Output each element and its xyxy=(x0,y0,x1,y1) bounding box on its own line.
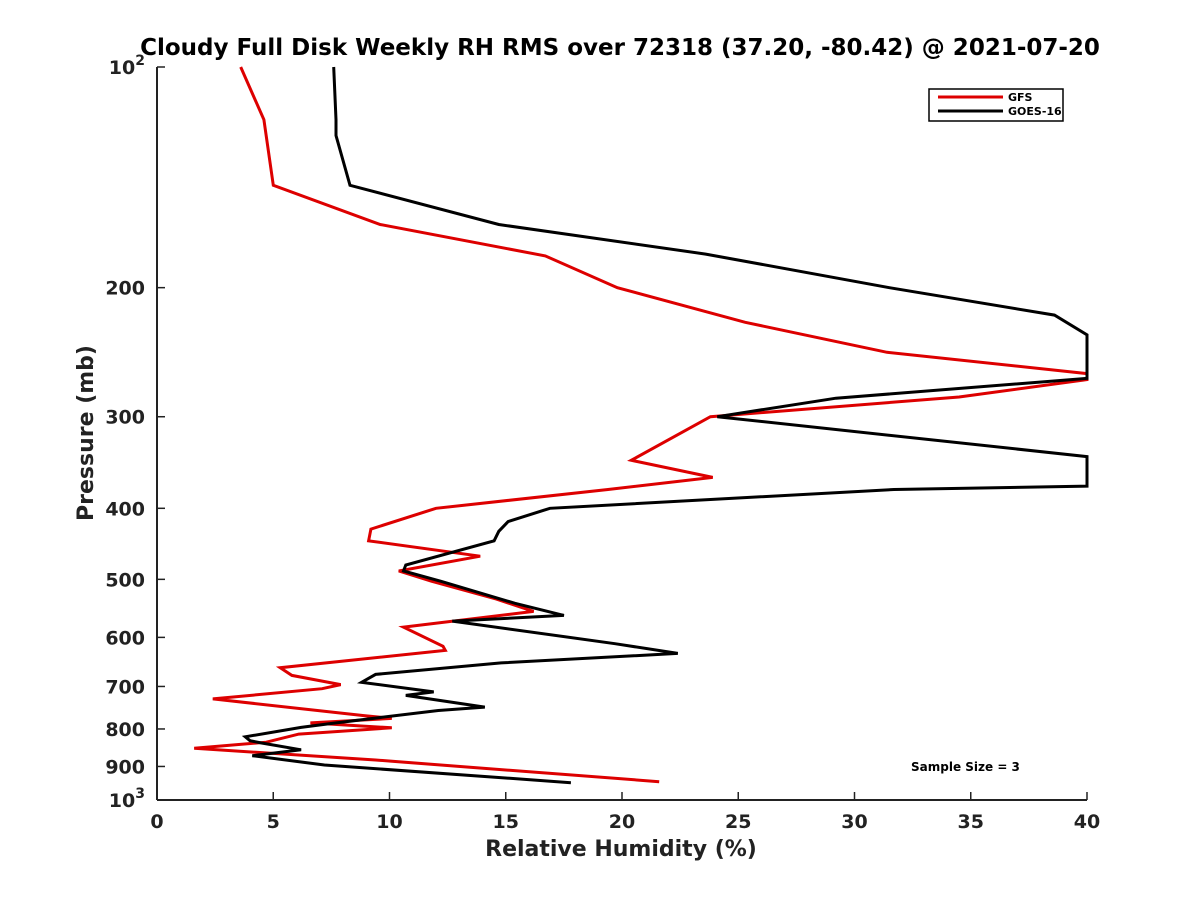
x-tick-label: 25 xyxy=(725,811,751,833)
x-tick-label: 40 xyxy=(1074,811,1100,833)
y-tick-label: 103 xyxy=(109,786,145,812)
legend-label-goes16: GOES-16 xyxy=(1008,105,1062,118)
x-tick-label: 35 xyxy=(958,811,984,833)
y-tick-label: 600 xyxy=(105,627,145,649)
y-tick-label: 500 xyxy=(105,569,145,591)
x-axis-label: Relative Humidity (%) xyxy=(485,837,757,862)
x-tick-label: 5 xyxy=(267,811,280,833)
y-axis-label: Pressure (mb) xyxy=(74,345,99,521)
x-tick-label: 0 xyxy=(150,811,163,833)
legend: GFS GOES-16 xyxy=(928,88,1064,122)
y-tick-label: 300 xyxy=(105,407,145,429)
y-tick-label: 200 xyxy=(105,278,145,300)
x-tick-label: 10 xyxy=(376,811,402,833)
y-axis-ticks: 102 200 300 400 500 600 700 800 900 103 xyxy=(105,53,165,812)
y-tick-label: 400 xyxy=(105,498,145,520)
x-tick-label: 30 xyxy=(841,811,867,833)
legend-label-gfs: GFS xyxy=(1008,91,1033,104)
series-layer xyxy=(194,66,1089,785)
y-tick-label: 900 xyxy=(105,756,145,778)
y-tick-label: 102 xyxy=(109,53,145,79)
series-line-goes16 xyxy=(241,66,1089,785)
chart-title: Cloudy Full Disk Weekly RH RMS over 7231… xyxy=(140,35,1100,61)
x-tick-label: 20 xyxy=(609,811,635,833)
sample-size-annotation: Sample Size = 3 xyxy=(911,760,1020,774)
x-axis-ticks: 0 5 10 15 20 25 30 35 40 xyxy=(150,792,1100,833)
legend-box xyxy=(928,88,1064,122)
y-tick-label: 700 xyxy=(105,676,145,698)
x-tick-label: 15 xyxy=(493,811,519,833)
y-tick-label: 800 xyxy=(105,719,145,741)
